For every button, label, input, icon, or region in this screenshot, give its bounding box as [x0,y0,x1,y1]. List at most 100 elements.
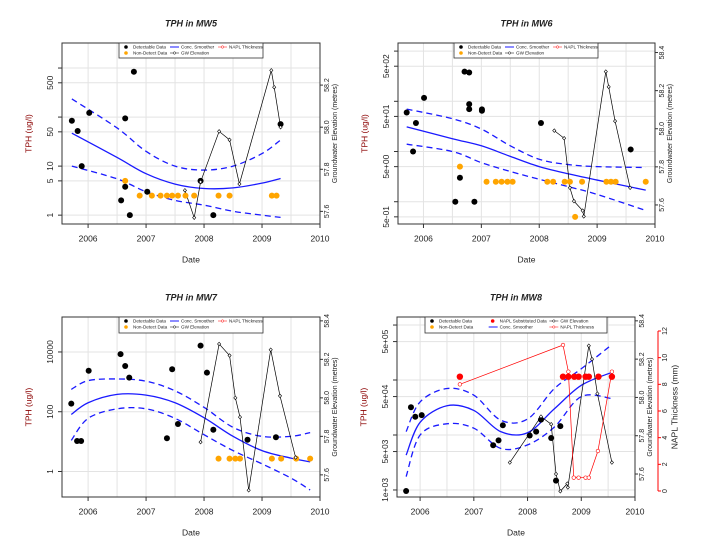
y2-axis-label: Groundwater Elevation (metres) [647,357,654,456]
gw-elevation-point [586,343,591,348]
non-detect-point [572,213,579,220]
non-detect-point [215,192,222,199]
napl-thickness-point [586,475,591,480]
non-detect-point [544,178,551,185]
napl-substituted-point [575,373,582,380]
detectable-point [471,198,478,205]
x-tick-label: 2006 [411,506,430,516]
detectable-point [548,435,555,442]
panel-tph-in-mw5: TPH in MW5 Date TPH (ug/l) Groundwater Elev… [23,18,339,264]
x-axis-label: Date [518,254,536,264]
non-detect-point [226,455,233,462]
gw-elevation-point [565,485,570,490]
detectable-point [74,128,81,135]
detectable-point [466,106,473,113]
detectable-point [210,212,217,219]
y-tick-label: 1 [45,469,55,474]
legend-label-gw-elevation: GW Elevation [181,325,210,330]
legend-label-detectable-data: Detectable Data [439,319,472,324]
detectable-point [122,183,129,190]
smoother-lower-line [71,165,281,219]
gw-elevation-point [613,118,618,124]
gw-elevation-point [272,84,277,90]
detectable-point [526,432,533,439]
non-detect-point [236,455,243,462]
detectable-point [122,362,129,369]
non-detect-point [268,455,275,462]
detectable-point [130,68,137,75]
gw-elevation-point [554,471,559,477]
non-detect-point [550,178,557,185]
y-tick-label: 10000 [45,340,55,364]
legend-label-gw-elevation: GW Elevation [516,51,545,56]
y-tick-label: 500 [45,75,55,89]
legend-symbol-napl [221,45,224,49]
y3-tick-label: 12 [662,327,669,335]
detectable-point [78,163,85,170]
napl-substituted-point [608,373,616,380]
x-tick-label: 2008 [195,233,214,243]
legend-label-napl-thickness: NAPL Thickness [229,319,263,324]
napl-substituted-point [565,373,572,380]
y-tick-label: 50 [45,127,55,137]
gw-elevation-point [549,421,554,427]
detectable-point [126,212,133,219]
plot-frame [396,316,636,498]
gw-elevation-point [233,395,238,401]
non-detect-point [561,178,568,185]
x-tick-label: 2008 [530,233,549,243]
non-detect-point [157,192,164,199]
y2-tick-label: 57.6 [324,468,331,482]
x-tick-label: 2010 [646,233,665,243]
gw-elevation-point [277,393,282,399]
detectable-point [557,423,564,430]
y2-axis-label: Groundwater Elevation (metres) [332,357,339,456]
non-detect-point [182,192,189,199]
gw-elevation-line [554,71,631,217]
legend-symbol-non-detect [430,325,434,329]
detectable-point [403,487,410,494]
x-tick-label: 2008 [195,506,214,516]
x-tick-label: 2006 [79,233,98,243]
detectable-point [533,428,540,435]
legend-label-conc-smoother: Conc. Smoother [181,45,215,50]
legend-symbol-napl [552,325,556,329]
napl-thickness-point [457,382,462,387]
non-detect-point [232,455,239,462]
y-axis-label: TPH (ug/l) [23,387,33,426]
gw-elevation-point [590,356,595,362]
legend-label-conc-smoother: Conc. Smoother [181,319,215,324]
x-tick-label: 2010 [311,506,330,516]
detectable-point [210,426,217,433]
legend-symbol-detectable [459,45,463,49]
y-tick-label: 5e+05 [380,329,390,353]
detectable-point [627,146,634,153]
chart-title: TPH in MW7 [165,292,218,302]
legend-label-napl-thickness: NAPL Thickness [560,325,594,330]
y2-tick-label: 58.0 [639,391,646,405]
smoother-upper-line [71,98,281,171]
legend-label-detectable-data: Detectable Data [133,319,166,324]
non-detect-point [307,455,314,462]
non-detect-point [273,192,280,199]
gw-elevation-point [268,347,273,352]
smoother-lower-line [406,143,646,212]
legend-label-conc-smoother: Conc. Smoother [500,325,534,330]
detectable-point [466,101,473,108]
detectable-point [537,119,544,126]
x-tick-label: 2009 [253,233,272,243]
detectable-point [277,121,284,128]
legend-symbol-gw [173,325,176,329]
x-axis-label: Date [182,254,200,264]
detectable-point [490,442,497,449]
non-detect-point [226,192,233,199]
non-detect-point [498,178,505,185]
non-detect-point [268,192,275,199]
detectable-point [403,109,410,116]
y2-tick-label: 58.2 [324,352,331,366]
y3-tick-label: 4 [662,436,669,440]
legend-label-conc-smoother: Conc. Smoother [516,45,550,50]
